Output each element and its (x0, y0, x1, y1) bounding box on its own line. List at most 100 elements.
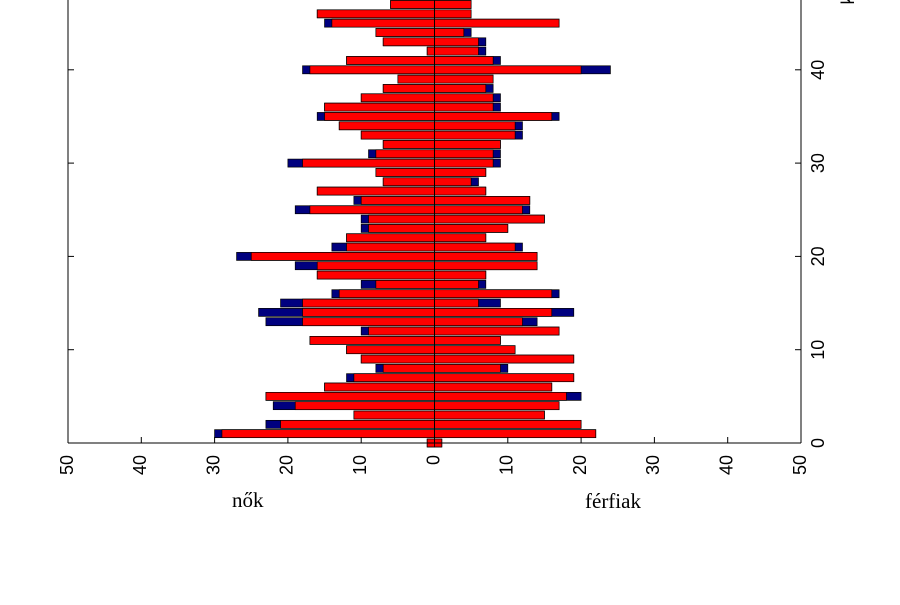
women-group-label: nők (232, 488, 264, 512)
bar-left-2 (280, 419, 435, 429)
bar-right-1 (434, 429, 597, 439)
bar-left-42 (426, 46, 435, 56)
bar-left-15 (302, 298, 435, 308)
bar-left-28 (382, 177, 435, 187)
bar-right-21 (434, 242, 516, 252)
bar-right-7 (434, 373, 575, 383)
bar-left-22 (346, 233, 435, 243)
x-tick-label-5: 0 (423, 455, 443, 465)
bar-left-3 (353, 410, 435, 420)
bar-left-5 (265, 392, 435, 401)
bar-right-8 (434, 364, 501, 373)
bar-right-36 (434, 102, 494, 112)
bar-right-13 (434, 317, 523, 327)
bar-right-18 (434, 270, 487, 280)
bar-right-47 (434, 0, 472, 9)
bar-left-14 (302, 308, 435, 317)
bar-left-46 (316, 9, 435, 19)
bar-left-25 (309, 205, 435, 215)
bar-left-41 (346, 56, 435, 65)
bar-left-12 (368, 326, 435, 336)
bar-left-13 (302, 317, 435, 327)
bar-right-20 (434, 252, 538, 261)
bar-left-36 (324, 102, 435, 112)
bar-left-7 (353, 373, 435, 383)
x-tick-label-6: 10 (497, 455, 517, 475)
bar-right-22 (434, 233, 487, 243)
bar-right-9 (434, 354, 575, 364)
bar-right-28 (434, 177, 472, 187)
men-group-label: férfiak (585, 489, 641, 513)
bar-right-27 (434, 186, 487, 196)
bar-left-26 (360, 196, 435, 205)
bar-right-3 (434, 410, 545, 420)
bar-right-26 (434, 196, 531, 205)
bar-left-44 (375, 28, 435, 37)
bar-left-19 (316, 261, 435, 271)
bar-left-18 (316, 270, 435, 280)
x-tick-label-0: 50 (57, 455, 77, 475)
bar-left-40 (309, 65, 435, 75)
bar-right-40 (434, 65, 582, 75)
bar-right-6 (434, 382, 553, 392)
bar-right-37 (434, 93, 494, 103)
bar-right-45 (434, 18, 560, 28)
bar-left-27 (316, 186, 435, 196)
bar-left-23 (368, 224, 435, 233)
bar-left-35 (324, 112, 435, 121)
tick-labels-layer: 50 40 30 20 10 0 10 20 30 40 50 0 10 20 30 40 k (57, 0, 858, 475)
bar-left-10 (346, 345, 435, 355)
bar-left-34 (338, 121, 435, 131)
bar-left-45 (331, 18, 435, 28)
bar-left-1 (221, 429, 435, 439)
bar-right-11 (434, 336, 501, 345)
bar-left-21 (346, 242, 435, 252)
bar-right-4 (434, 401, 560, 411)
bar-left-47 (390, 0, 435, 9)
x-tick-label-8: 30 (643, 455, 663, 475)
bar-right-24 (434, 214, 545, 224)
y-tick-label-2: 20 (808, 246, 828, 266)
x-tick-label-4: 10 (350, 455, 370, 475)
y-axis-title-fragment: k (838, 0, 858, 5)
y-tick-label-1: 10 (808, 340, 828, 360)
x-tick-label-1: 40 (130, 455, 150, 475)
y-tick-label-3: 30 (808, 153, 828, 173)
y-tick-label-0: 0 (808, 438, 828, 448)
bar-right-15 (434, 298, 479, 308)
y-tick-label-4: 40 (808, 60, 828, 80)
bar-right-2 (434, 419, 582, 429)
bar-right-42 (434, 46, 479, 56)
bar-left-9 (360, 354, 435, 364)
bar-left-29 (375, 168, 435, 177)
bar-right-46 (434, 9, 472, 19)
bar-left-38 (382, 84, 435, 93)
bar-left-33 (360, 130, 435, 140)
bar-left-43 (382, 37, 435, 47)
bar-right-34 (434, 121, 516, 131)
bar-right-25 (434, 205, 523, 215)
axes-layer (67, 0, 802, 444)
bar-right-30 (434, 158, 494, 168)
x-tick-label-9: 40 (716, 455, 736, 475)
bar-left-37 (360, 93, 435, 103)
bar-right-35 (434, 112, 553, 121)
bar-left-16 (338, 289, 435, 299)
bar-right-41 (434, 56, 494, 65)
bar-right-39 (434, 74, 494, 84)
bar-right-5 (434, 392, 567, 401)
bar-left-30 (302, 158, 435, 168)
bar-left-24 (368, 214, 435, 224)
bar-left-11 (309, 336, 435, 345)
bar-right-23 (434, 224, 509, 233)
bar-right-32 (434, 140, 501, 149)
bar-left-31 (375, 149, 435, 159)
bar-right-31 (434, 149, 494, 159)
bar-left-4 (294, 401, 435, 411)
x-tick-label-10: 50 (790, 455, 810, 475)
bar-right-38 (434, 84, 487, 93)
bar-right-12 (434, 326, 560, 336)
bar-left-20 (250, 252, 435, 261)
